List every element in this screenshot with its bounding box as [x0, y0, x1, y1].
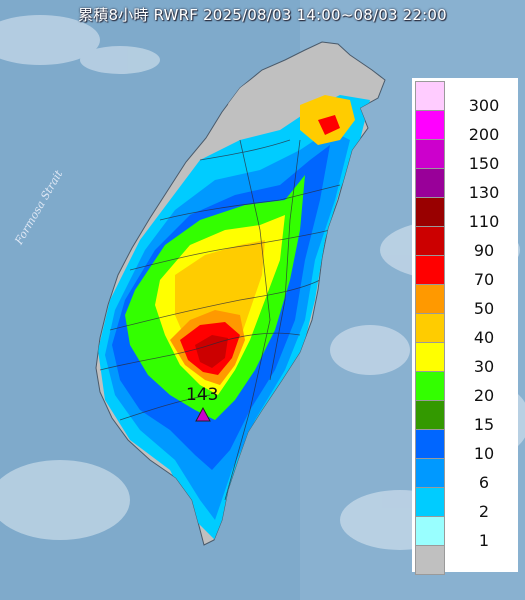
legend-swatch — [415, 168, 445, 198]
legend-label: 15 — [473, 415, 495, 434]
rain-north-core — [318, 115, 340, 135]
legend-swatch — [415, 139, 445, 169]
legend-swatch — [415, 458, 445, 488]
legend-label: 300 — [468, 96, 500, 115]
max-value-label: 143 — [186, 385, 219, 405]
color-legend: 300 200 150 130 110 90 70 50 40 30 20 15 10 6 2 1 — [412, 78, 518, 575]
legend-swatch — [415, 81, 445, 111]
rain-90 — [195, 335, 228, 368]
legend-label: 110 — [468, 212, 500, 231]
legend-swatch — [415, 110, 445, 140]
legend-label: 90 — [473, 241, 495, 260]
legend-label: 70 — [473, 270, 495, 289]
legend-swatch — [415, 371, 445, 401]
rainfall-fields — [98, 55, 370, 540]
legend-swatch — [415, 284, 445, 314]
legend-swatch — [415, 226, 445, 256]
legend-swatch — [415, 516, 445, 546]
legend-swatch — [415, 313, 445, 343]
legend-label: 130 — [468, 183, 500, 202]
legend-swatch — [415, 255, 445, 285]
legend-label: 10 — [473, 444, 495, 463]
boundary-lines — [99, 139, 341, 501]
dry-northwest — [225, 55, 320, 135]
legend-label: 40 — [473, 328, 495, 347]
legend-label: 50 — [473, 299, 495, 318]
legend-label: 200 — [468, 125, 500, 144]
legend-label: 20 — [473, 386, 495, 405]
legend-label: 2 — [478, 502, 490, 521]
max-rainfall-marker — [195, 406, 211, 422]
map-title: 累積8小時 RWRF 2025/08/03 14:00~08/03 22:00 — [78, 6, 447, 24]
legend-swatch — [415, 545, 445, 575]
legend-swatch — [415, 400, 445, 430]
legend-label: 6 — [478, 473, 490, 492]
legend-label: 1 — [478, 531, 490, 550]
legend-swatch — [415, 342, 445, 372]
legend-swatch — [415, 197, 445, 227]
legend-swatch — [415, 487, 445, 517]
legend-label: 30 — [473, 357, 495, 376]
legend-label: 150 — [468, 154, 500, 173]
legend-swatch — [415, 429, 445, 459]
